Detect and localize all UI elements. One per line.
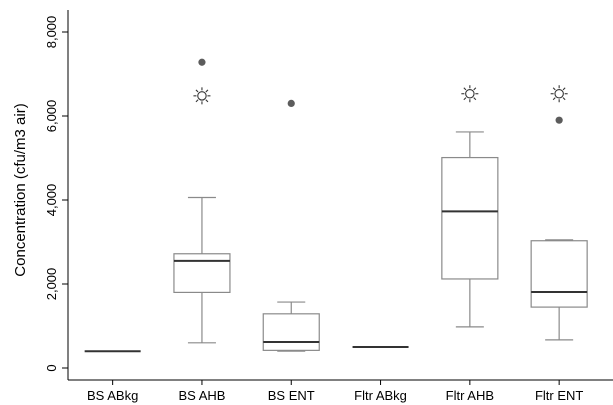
extreme-marker-ray <box>205 99 209 103</box>
extreme-marker-ray <box>552 97 556 101</box>
extreme-marker-ray <box>205 89 209 93</box>
extreme-marker <box>461 85 479 103</box>
iqr-box <box>173 253 231 293</box>
box-group <box>173 58 231 344</box>
iqr-box <box>441 156 499 280</box>
extreme-marker-ray <box>552 87 556 91</box>
y-tick-label: 2,000 <box>44 268 59 301</box>
outlier-point <box>287 99 295 107</box>
box-group <box>441 85 499 328</box>
extreme-marker-ray <box>195 89 199 93</box>
extreme-marker-center <box>554 88 564 99</box>
y-tick-label: 4,000 <box>44 184 59 217</box>
extreme-marker-ray <box>473 97 477 101</box>
extreme-marker-ray <box>562 87 566 91</box>
extreme-marker-ray <box>463 97 467 101</box>
x-tick-label: Fltr AHB <box>446 388 494 403</box>
y-tick-label: 0 <box>44 364 59 371</box>
extreme-marker <box>193 87 211 105</box>
outlier-point <box>198 58 206 66</box>
extreme-marker-center <box>465 88 475 99</box>
x-tick-label: BS ABkg <box>87 388 138 403</box>
extreme-marker-ray <box>473 87 477 91</box>
box-group <box>262 99 320 352</box>
axes: 0 2,000 4,000 6,000 8,000 BS ABkg BS AHB BS ENT… <box>44 10 613 403</box>
y-tick-label: 8,000 <box>44 16 59 49</box>
extreme-marker-ray <box>562 97 566 101</box>
x-tick-label: BS ENT <box>268 388 315 403</box>
y-tick-label: 6,000 <box>44 100 59 133</box>
extreme-marker-center <box>197 91 207 101</box>
iqr-box <box>530 240 588 308</box>
iqr-box <box>262 313 320 351</box>
x-tick-label: Fltr ABkg <box>354 388 407 403</box>
x-tick-label: BS AHB <box>178 388 225 403</box>
box-group <box>530 85 588 341</box>
box-series <box>84 58 588 353</box>
outlier-point <box>555 116 563 124</box>
x-tick-label: Fltr ENT <box>535 388 583 403</box>
extreme-marker <box>550 85 568 103</box>
extreme-marker-ray <box>463 87 467 91</box>
extreme-marker-ray <box>195 99 199 103</box>
y-axis-title: Concentration (cfu/m3 air) <box>12 103 29 276</box>
